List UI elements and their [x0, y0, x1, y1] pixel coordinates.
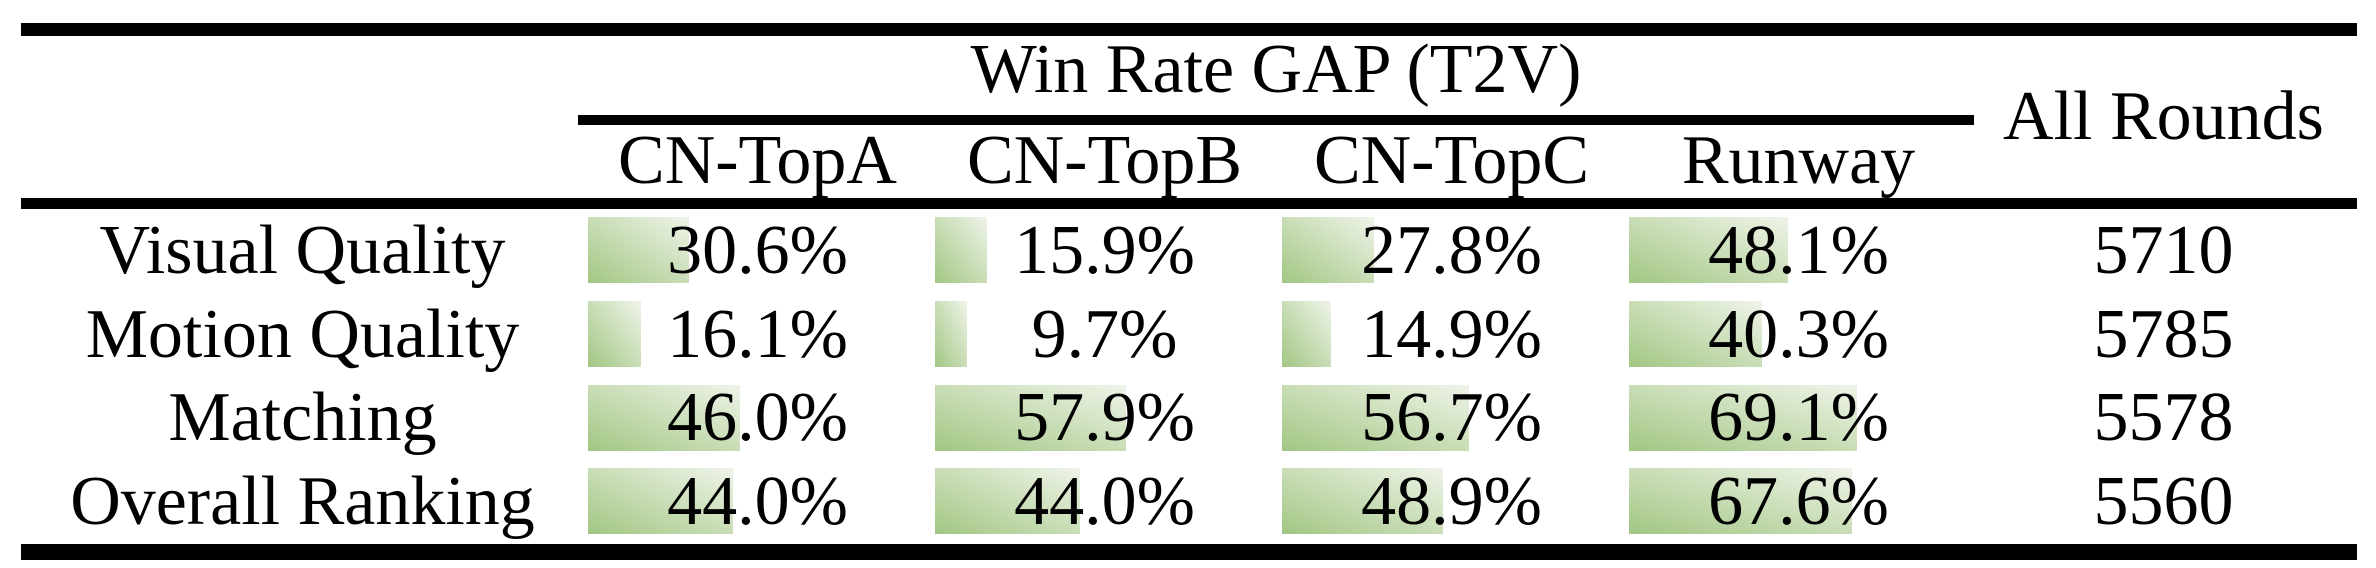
row-label: Overall Ranking	[70, 463, 535, 541]
top-rule	[21, 23, 2357, 36]
group-header-underline	[578, 115, 1974, 125]
column-header-runway: Runway	[1681, 122, 1916, 199]
model-header-row: CN-TopA CN-TopB CN-TopC Runway	[584, 125, 1972, 197]
win-rate-value: 9.7%	[1031, 295, 1178, 373]
win-rate-value: 16.1%	[667, 295, 848, 373]
win-rate-cell: 57.9%	[931, 377, 1278, 461]
win-rate-cell: 40.3%	[1625, 293, 1972, 377]
win-rate-value: 44.0%	[1014, 463, 1195, 541]
bar-track	[935, 384, 1265, 451]
win-rate-value: 27.8%	[1361, 211, 1542, 289]
win-rate-cell: 16.1%	[584, 293, 931, 377]
all-rounds-value: 5560	[2093, 463, 2234, 541]
win-rate-cell: 56.7%	[1278, 377, 1625, 461]
bar-track	[1282, 468, 1612, 535]
win-rate-bar	[1629, 217, 1788, 283]
row-label: Motion Quality	[85, 295, 520, 373]
win-rate-value: 15.9%	[1014, 211, 1195, 289]
bar-track	[1282, 217, 1612, 283]
column-header-cn-topc: CN-TopC	[1313, 122, 1590, 199]
win-rate-value: 46.0%	[667, 379, 848, 457]
win-rate-value: 57.9%	[1014, 379, 1195, 457]
table-row-motion-quality: Motion Quality 16.1% 9.7% 14.9% 40.3% 57…	[21, 293, 2355, 377]
win-rate-bar	[588, 217, 689, 283]
win-rate-cell: 44.0%	[584, 460, 931, 544]
win-rate-bar	[588, 300, 642, 367]
win-rate-value: 48.9%	[1361, 463, 1542, 541]
win-rate-bar	[1282, 300, 1332, 367]
win-rate-bar	[935, 468, 1081, 535]
bar-track	[588, 468, 918, 535]
win-rate-value: 56.7%	[1361, 379, 1542, 457]
win-rate-bar	[1629, 468, 1853, 535]
win-rate-cell: 69.1%	[1625, 377, 1972, 461]
win-rate-value: 40.3%	[1708, 295, 1889, 373]
win-rate-bar	[1282, 468, 1444, 535]
win-rate-value: 30.6%	[667, 211, 848, 289]
win-rate-bar	[588, 468, 734, 535]
win-rate-cell: 48.1%	[1625, 209, 1972, 293]
column-header-cn-topb: CN-TopB	[966, 122, 1243, 199]
table-row-overall-ranking: Overall Ranking 44.0% 44.0% 48.9% 67.6% …	[21, 460, 2355, 544]
bar-track	[588, 384, 918, 451]
win-rate-bar	[935, 217, 988, 283]
bar-track	[1629, 300, 1959, 367]
bar-track	[1629, 468, 1959, 535]
all-rounds-value: 5578	[2093, 379, 2234, 457]
row-label: Visual Quality	[99, 211, 506, 289]
bar-track	[1629, 217, 1959, 283]
all-rounds-value: 5785	[2093, 295, 2234, 373]
bar-track	[1282, 300, 1612, 367]
win-rate-bar	[588, 384, 740, 451]
table-body: Visual Quality 30.6% 15.9% 27.8% 48.1% 5…	[21, 209, 2355, 544]
win-rate-cell: 27.8%	[1278, 209, 1625, 293]
win-rate-bar	[935, 384, 1127, 451]
all-rounds-value: 5710	[2093, 211, 2234, 289]
bar-track	[1282, 384, 1612, 451]
bar-track	[1629, 384, 1959, 451]
win-rate-bar	[1629, 300, 1762, 367]
win-rate-value: 48.1%	[1708, 211, 1889, 289]
bar-track	[935, 468, 1265, 535]
header-body-rule	[21, 198, 2357, 209]
win-rate-cell: 67.6%	[1625, 460, 1972, 544]
win-rate-cell: 15.9%	[931, 209, 1278, 293]
win-rate-value: 44.0%	[667, 463, 848, 541]
win-rate-bar	[1282, 384, 1470, 451]
column-header-cn-topa: CN-TopA	[618, 122, 897, 199]
group-header-win-rate-gap: Win Rate GAP (T2V)	[970, 31, 1582, 108]
win-rate-cell: 44.0%	[931, 460, 1278, 544]
win-rate-cell: 30.6%	[584, 209, 931, 293]
win-rate-cell: 9.7%	[931, 293, 1278, 377]
win-rate-bar	[1629, 384, 1858, 451]
win-rate-value: 69.1%	[1708, 379, 1889, 457]
win-rate-cell: 14.9%	[1278, 293, 1625, 377]
win-rate-bar	[1282, 217, 1374, 283]
bar-track	[588, 217, 918, 283]
win-rate-bar	[935, 300, 967, 367]
column-header-all-rounds: All Rounds	[2003, 77, 2324, 155]
table-row-matching: Matching 46.0% 57.9% 56.7% 69.1% 5578	[21, 377, 2355, 461]
win-rate-cell: 46.0%	[584, 377, 931, 461]
bar-track	[935, 217, 1265, 283]
bar-track	[935, 300, 1265, 367]
row-label: Matching	[168, 379, 437, 457]
bottom-rule	[21, 544, 2357, 560]
win-rate-cell: 48.9%	[1278, 460, 1625, 544]
win-rate-value: 14.9%	[1361, 295, 1542, 373]
bar-track	[588, 300, 918, 367]
win-rate-value: 67.6%	[1708, 463, 1889, 541]
table-row-visual-quality: Visual Quality 30.6% 15.9% 27.8% 48.1% 5…	[21, 209, 2355, 293]
